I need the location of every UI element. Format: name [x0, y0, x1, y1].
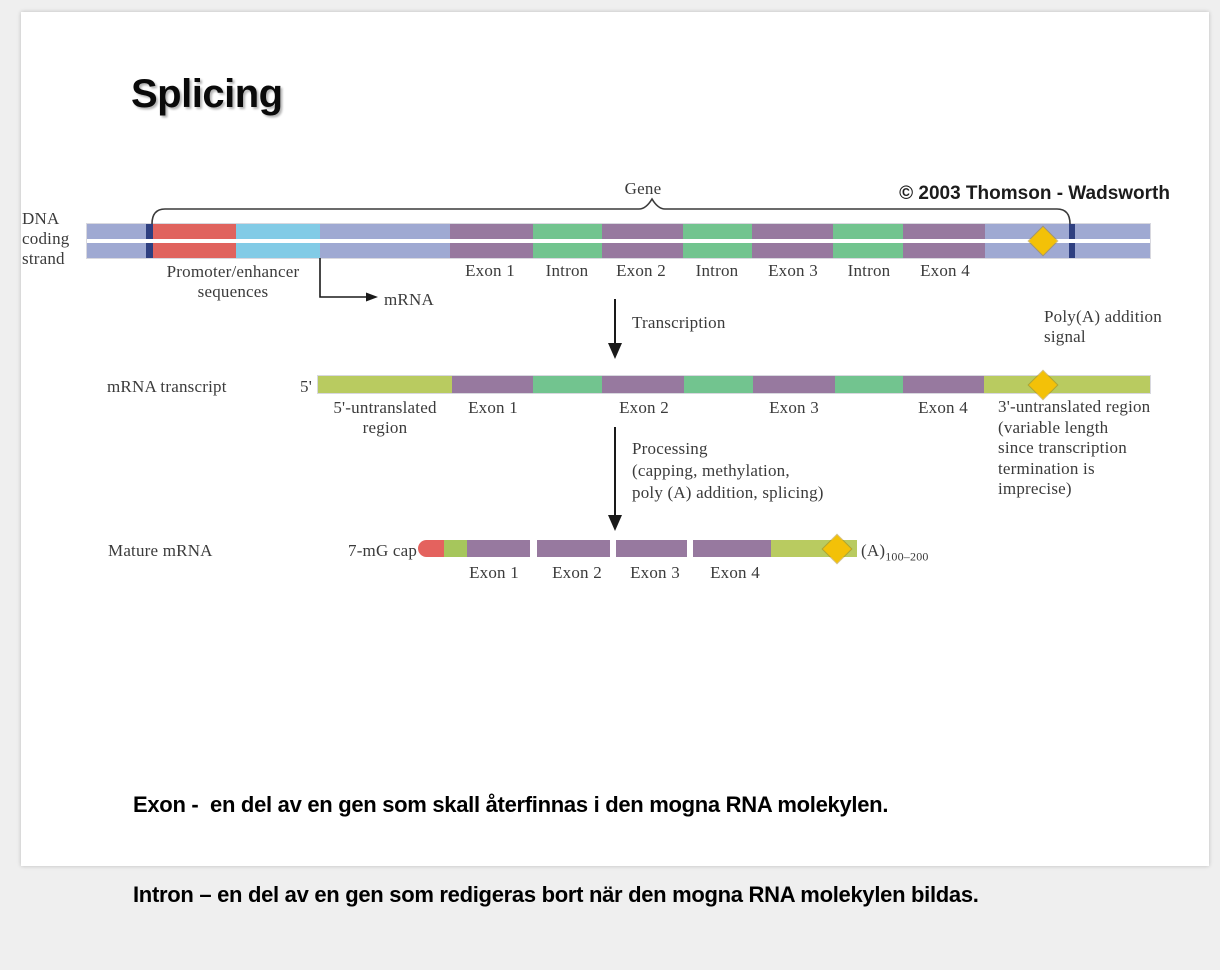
mature-track-exon3: Exon 3 — [630, 563, 680, 582]
dna-track-intron2: Intron — [695, 261, 739, 280]
transcript-track-exon1: Exon 1 — [468, 398, 518, 417]
dna-track-exon2: Exon 2 — [616, 261, 666, 280]
polya-signal-line1: Poly(A) addition — [1044, 307, 1162, 326]
dna-track-exon1: Exon 1 — [465, 261, 515, 280]
dna-track-intron3: Intron — [847, 261, 891, 280]
bar-segment-green — [835, 376, 903, 393]
cap-label: 7-mG cap — [348, 541, 418, 560]
dna-track-exon4: Exon 4 — [920, 261, 970, 280]
processing-line1: Processing — [632, 439, 708, 458]
dna-strand-line1: DNA — [22, 209, 60, 228]
mature-track-exon1: Exon 1 — [469, 563, 519, 582]
utr5-line1: 5'-untranslated — [333, 398, 437, 417]
transcription-label: Transcription — [632, 313, 726, 332]
intron-definition: Intron – en del av en gen som redigeras … — [133, 882, 979, 907]
polya-signal-label: Poly(A) addition signal — [1044, 307, 1162, 347]
promoter-line1: Promoter/enhancer — [166, 262, 300, 281]
utr5-label: 5'-untranslated region — [333, 398, 436, 438]
bar-segment-white — [610, 540, 616, 557]
presentation-slide: Splicing DNA coding strand Gene © 2003 T… — [21, 12, 1209, 907]
processing-label: Processing (capping, methylation, poly (… — [632, 438, 824, 504]
definition-notes: Exon - en del av en gen som skall återfi… — [133, 730, 979, 970]
utr3-label: 3'-untranslated region (variable length … — [998, 397, 1150, 500]
mature-bar — [418, 534, 857, 563]
five-prime-label: 5' — [300, 377, 312, 396]
bar-segment-yellowgreen — [984, 376, 1150, 393]
bar-segment-purple — [537, 540, 610, 557]
bar-segment-purple — [753, 376, 835, 393]
slide-title: Splicing — [131, 72, 283, 116]
dna-strand-line2: coding — [22, 229, 70, 248]
promoter-label: Promoter/enhancer sequences — [167, 262, 300, 302]
bar-segment-purple — [616, 540, 687, 557]
bar-segment-purple — [467, 540, 530, 557]
utr5-line2: region — [362, 418, 408, 437]
utr3-line3: since transcription — [998, 438, 1127, 457]
transcript-label: mRNA transcript — [107, 377, 227, 396]
polya-tail-label: (A)100–200 — [861, 541, 929, 566]
polya-tail-main: (A) — [861, 541, 886, 560]
dna-strand-line3: strand — [22, 249, 65, 268]
transcript-track-exon3: Exon 3 — [769, 398, 819, 417]
dna-track-exon3: Exon 3 — [768, 261, 818, 280]
polya-tail-subscript: 100–200 — [885, 549, 929, 564]
bar-segment-cap_green — [444, 540, 467, 557]
screenshot-root: { "slide": { "title": "Splicing", "copyr… — [21, 12, 1209, 907]
polya-signal-diamond-icon — [1028, 370, 1058, 399]
bar-segment-cap_red — [418, 540, 444, 557]
processing-line3: poly (A) addition, splicing) — [632, 483, 824, 502]
bar-segment-yellowgreen — [318, 376, 452, 393]
bar-segment-white — [530, 540, 537, 557]
bar-segment-purple — [693, 540, 771, 557]
strand-separator — [87, 239, 1150, 243]
dna-track-intron1: Intron — [545, 261, 589, 280]
transcript-bar — [318, 370, 1150, 399]
mature-track-exon4: Exon 4 — [710, 563, 760, 582]
dna-strand-label: DNA coding strand — [22, 209, 69, 269]
copyright-text: © 2003 Thomson - Wadsworth — [899, 183, 1170, 204]
bar-segment-green — [684, 376, 753, 393]
utr3-line4: termination is — [998, 458, 1095, 478]
polya-signal-line2: signal — [1044, 327, 1086, 346]
gene-label: Gene — [624, 179, 662, 198]
transcription-arrow — [608, 299, 622, 359]
processing-arrow — [608, 427, 622, 531]
mrna-start-arrow — [319, 258, 378, 302]
bar-segment-purple — [903, 376, 984, 393]
dna-bar — [87, 224, 1150, 258]
bar-segment-purple — [602, 376, 684, 393]
promoter-line2: sequences — [197, 282, 269, 301]
bar-segment-green — [533, 376, 602, 393]
utr3-line5: imprecise) — [998, 479, 1072, 498]
mature-label: Mature mRNA — [108, 541, 213, 560]
mature-track-exon2: Exon 2 — [552, 563, 602, 582]
gene-brace — [151, 197, 1071, 225]
polya-signal-diamond-icon — [822, 534, 852, 563]
processing-line2: (capping, methylation, — [632, 461, 790, 480]
bar-segment-purple — [452, 376, 533, 393]
utr3-line1: 3'-untranslated region — [998, 397, 1151, 416]
transcript-track-exon4: Exon 4 — [918, 398, 968, 417]
transcript-track-exon2: Exon 2 — [619, 398, 669, 417]
utr3-line2: (variable length — [998, 417, 1109, 437]
mrna-arrow-label: mRNA — [384, 290, 434, 309]
bar-segment-white — [687, 540, 693, 557]
exon-definition: Exon - en del av en gen som skall återfi… — [133, 792, 889, 817]
